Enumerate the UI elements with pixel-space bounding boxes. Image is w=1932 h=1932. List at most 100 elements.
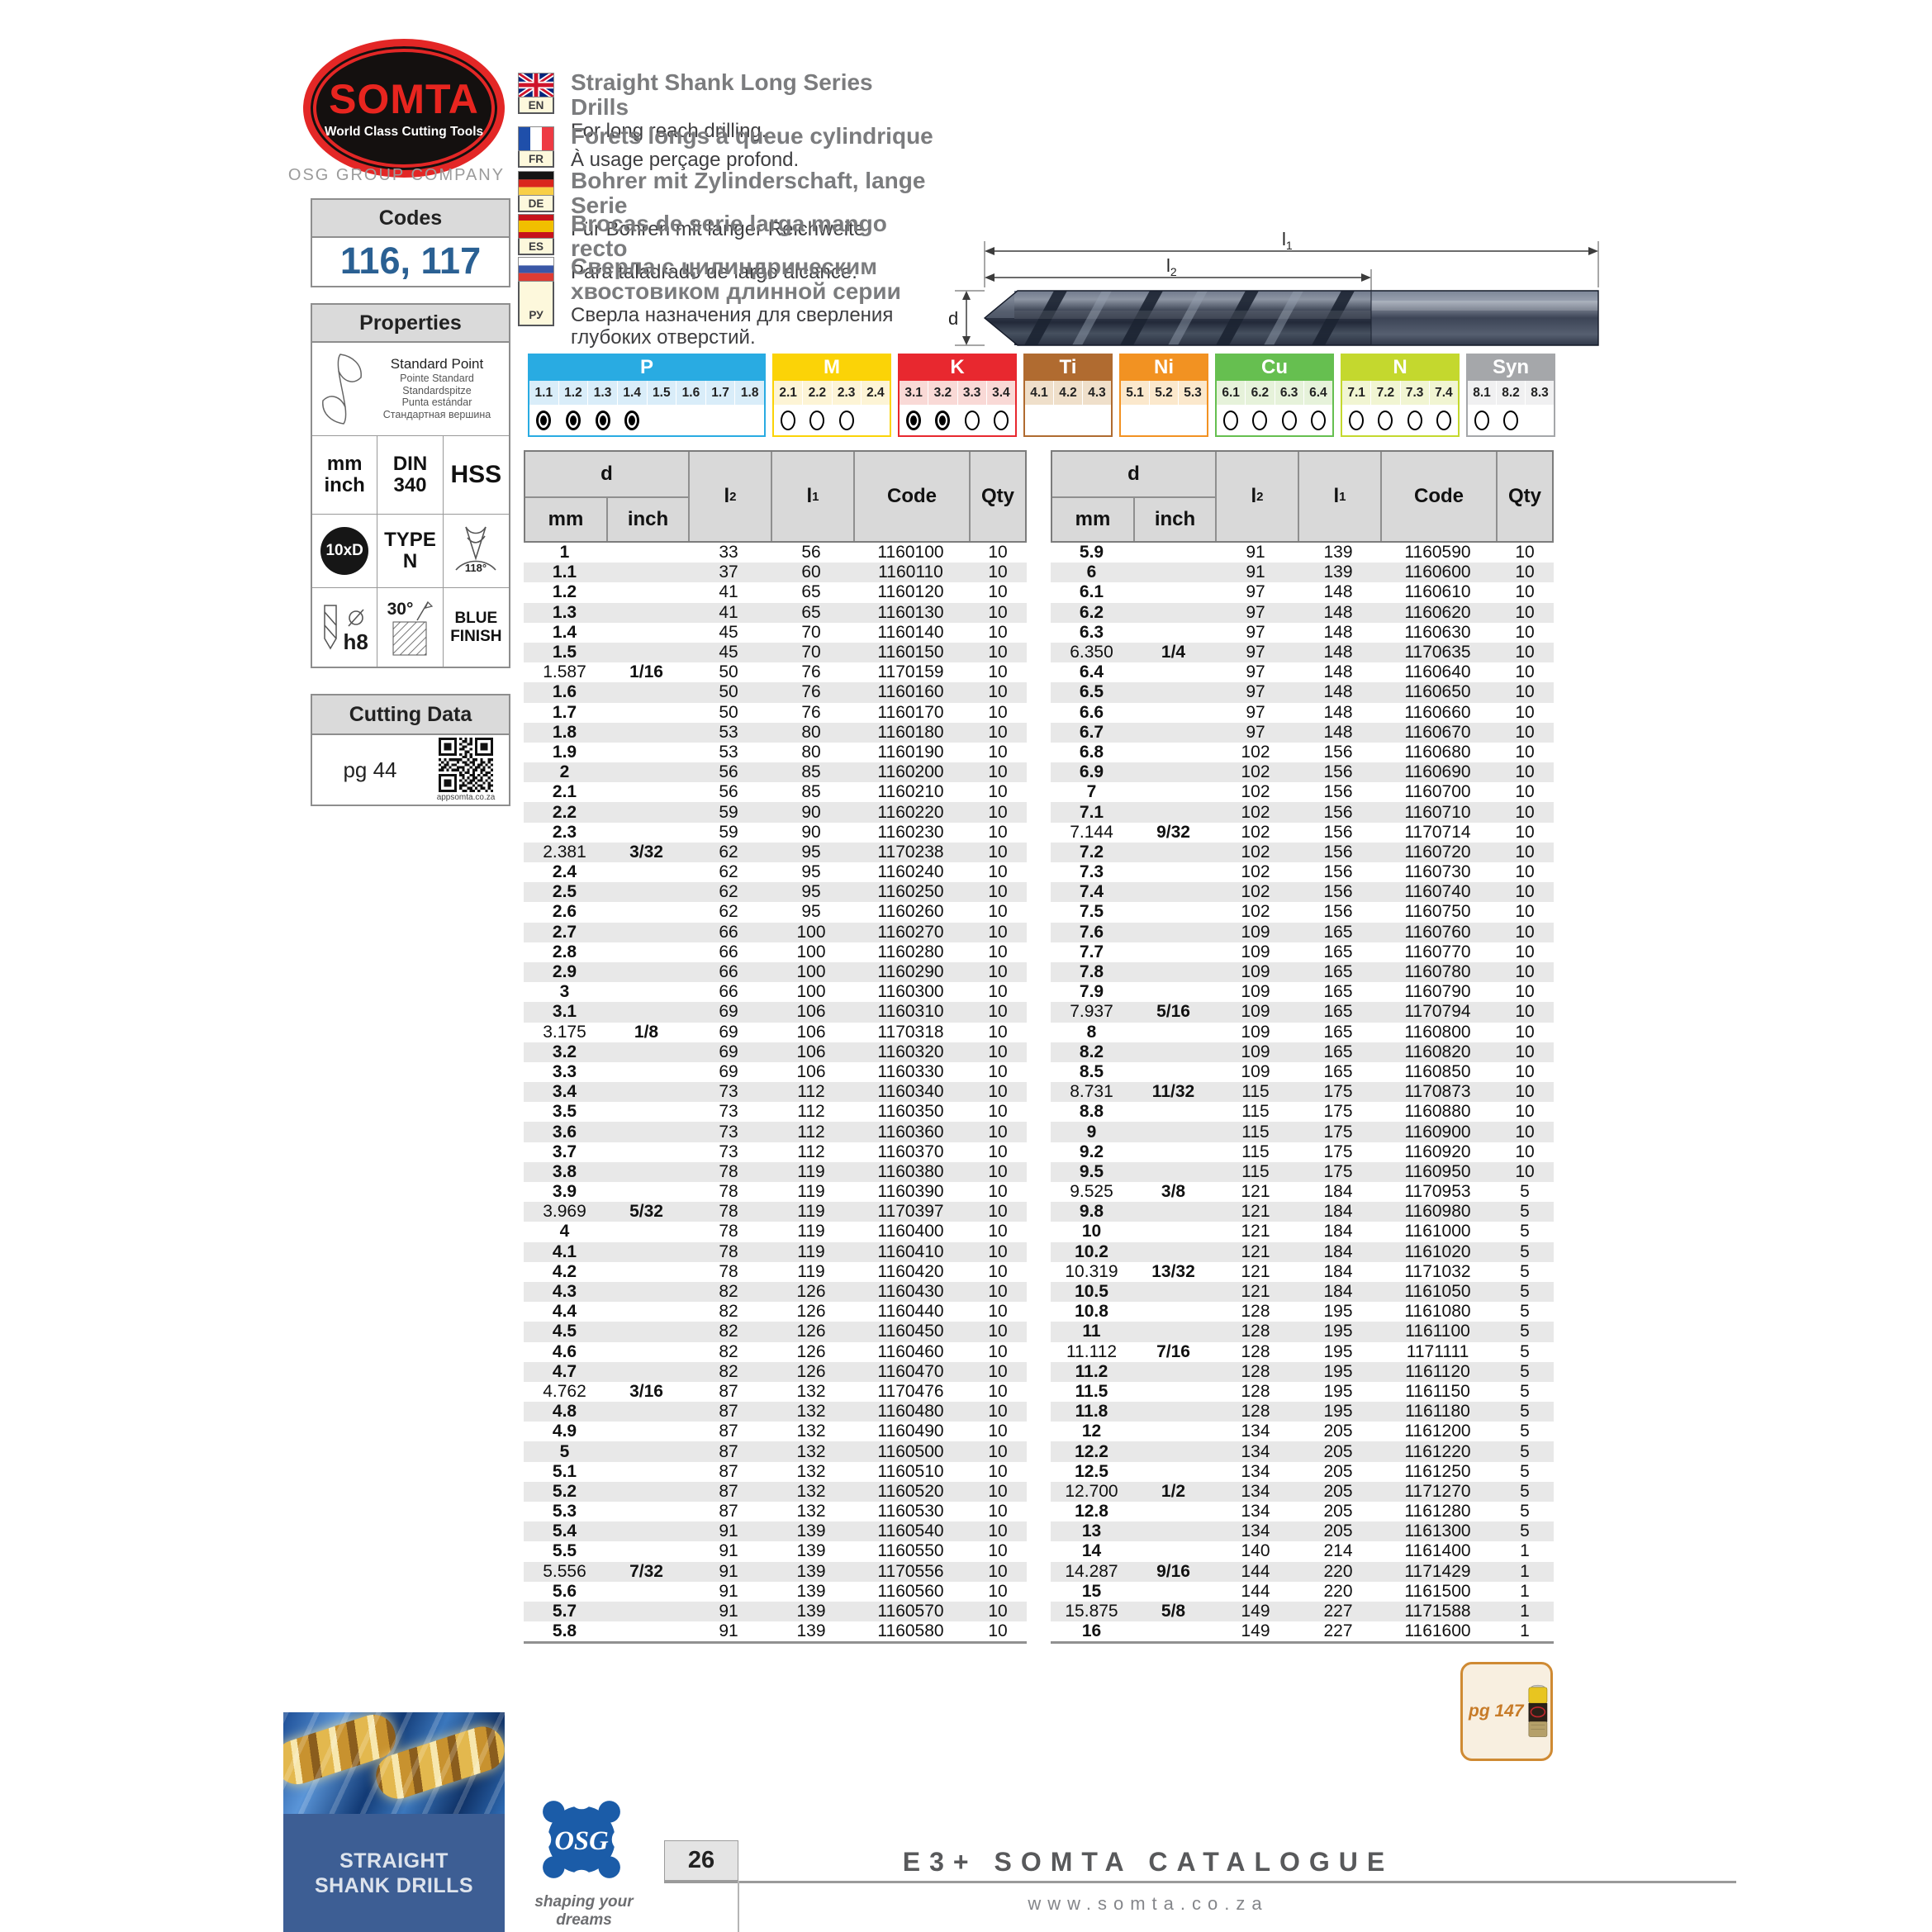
cell-l1: 56 (801, 543, 821, 563)
cell-l1: 112 (797, 1082, 825, 1102)
point-name: Pointe Standard (400, 373, 474, 384)
cell-d-mm: 2.8 (552, 942, 577, 961)
cell-l2: 82 (719, 1322, 738, 1341)
website-link[interactable]: www.somta.co.za (1028, 1893, 1269, 1914)
cell-l1: 126 (796, 1341, 826, 1361)
cell-qty: 5 (1520, 1202, 1530, 1222)
cell-d-mm: 5.9 (1079, 543, 1104, 563)
page-number: 26 (664, 1840, 738, 1881)
cell-code: 1160270 (877, 922, 944, 942)
cell-qty: 10 (988, 1161, 1008, 1181)
cell-l2: 91 (719, 1541, 738, 1561)
cell-d-mm: 2.5 (552, 882, 577, 902)
cell-qty: 10 (988, 1102, 1008, 1122)
property-cell-10xd: 10xD (312, 515, 378, 588)
table-row: 15 144 220 1161500 1 (1051, 1582, 1554, 1602)
cell-code: 1160170 (877, 702, 944, 722)
cell-qty: 10 (988, 1481, 1008, 1501)
cell-l1: 106 (796, 1061, 826, 1081)
cell-d-mm: 11.112 (1066, 1341, 1118, 1361)
cell-l1: 175 (1323, 1082, 1353, 1102)
cell-qty: 10 (988, 1441, 1008, 1461)
cell-l2: 115 (1241, 1102, 1270, 1122)
cell-d-mm: 16 (1081, 1621, 1102, 1641)
table-row: 7.937 5/16 109 165 1170794 10 (1051, 1002, 1554, 1023)
cell-code: 1160260 (877, 902, 944, 922)
open-mark-icon (781, 411, 796, 430)
material-group-n: N 7.1 7.2 7.3 7.4 (1341, 354, 1460, 437)
point-angle-icon: 118° (455, 526, 496, 574)
cell-l2: 91 (1246, 543, 1265, 563)
cutting-data-page-ref[interactable]: pg 44 (343, 757, 397, 782)
table-row: 8.5 109 165 1160850 10 (1051, 1062, 1554, 1082)
col-d: d (1127, 463, 1140, 485)
cell-code: 1170635 (1404, 643, 1471, 662)
cell-l1: 119 (797, 1222, 825, 1241)
open-mark-icon (1474, 411, 1489, 430)
cell-d-mm: 7.9 (1079, 982, 1104, 1002)
cell-l1: 156 (1323, 802, 1353, 822)
property-label: mm (326, 453, 363, 475)
codes-value: 116, 117 (339, 240, 482, 282)
property-cell-mm-inch: mm inch (312, 436, 378, 515)
cell-l2: 69 (719, 1022, 738, 1042)
cell-qty: 10 (1515, 882, 1535, 902)
cell-code: 1160640 (1404, 662, 1471, 682)
footer-divider (664, 1881, 1736, 1883)
cell-l1: 70 (801, 622, 821, 642)
material-mark-cell (617, 405, 647, 435)
cell-l1: 148 (1323, 602, 1353, 622)
cell-d-mm: 9.2 (1079, 1142, 1104, 1161)
cell-d-mm: 6.4 (1079, 662, 1104, 682)
language-text: Bohrer mit Zylinderschaft, lange Serie Fü… (571, 169, 935, 241)
cell-code: 1160470 (877, 1361, 944, 1381)
cell-d-mm: 7.937 (1070, 1002, 1113, 1022)
table-body: 1 33 56 1160100 10 1.1 37 60 1160110 10 1.2 41 65 116… (524, 543, 1027, 1645)
cell-code: 1161220 (1404, 1441, 1471, 1461)
filled-mark-icon (935, 411, 951, 430)
cell-code: 1170714 (1404, 822, 1471, 842)
cell-d-inch: 7/32 (629, 1561, 663, 1581)
cell-l2: 102 (1241, 822, 1270, 842)
material-group-ni: Ni 5.1 5.2 5.3 (1119, 354, 1208, 437)
material-column: 1.6 (676, 381, 706, 435)
qr-caption: appsomta.co.za (436, 793, 496, 802)
cell-d-mm: 3.7 (552, 1142, 577, 1161)
qr-code-icon (439, 738, 493, 792)
qr-code-block: appsomta.co.za (428, 738, 509, 802)
material-group-k: K 3.1 3.2 3.3 3.4 (898, 354, 1017, 437)
table-row: 6.3 97 148 1160630 10 (1051, 623, 1554, 643)
cell-qty: 10 (988, 1042, 1008, 1061)
cell-l1: 80 (801, 722, 821, 742)
cell-qty: 10 (1515, 702, 1535, 722)
table-row: 1.587 1/16 50 76 1170159 10 (524, 662, 1027, 682)
cell-code: 1161200 (1404, 1422, 1471, 1441)
cell-l1: 65 (801, 602, 821, 622)
cell-d-mm: 7.5 (1079, 902, 1104, 922)
cell-l2: 97 (1246, 643, 1265, 662)
cell-qty: 10 (988, 622, 1008, 642)
material-columns: 1.1 1.2 1.3 1.4 1.5 1.6 1.7 1.8 (529, 381, 764, 435)
table-row: 1.8 53 80 1160180 10 (524, 722, 1027, 743)
cell-d-mm: 7.144 (1070, 822, 1113, 842)
table-row: 5.3 87 132 1160530 10 (524, 1502, 1027, 1521)
cell-qty: 10 (988, 1381, 1008, 1401)
material-code-label: 4.3 (1083, 381, 1111, 405)
cell-l1: 85 (801, 762, 821, 782)
cell-l1: 195 (1323, 1341, 1353, 1361)
material-mark-cell (1121, 405, 1149, 435)
cell-l1: 76 (801, 662, 821, 682)
cell-l2: 78 (719, 1261, 738, 1281)
ten-x-d-badge: 10xD (320, 527, 369, 575)
cell-code: 1160590 (1404, 543, 1471, 563)
cell-qty: 10 (988, 543, 1008, 563)
cell-l1: 132 (796, 1402, 826, 1422)
cell-l2: 134 (1241, 1521, 1270, 1541)
pg147-link[interactable]: pg 147 (1469, 1702, 1524, 1721)
cell-l2: 69 (719, 1061, 738, 1081)
cell-l1: 205 (1323, 1441, 1353, 1461)
flag-stack: DE (518, 171, 554, 212)
cell-qty: 10 (988, 1422, 1008, 1441)
material-group-title: Cu (1217, 354, 1332, 381)
